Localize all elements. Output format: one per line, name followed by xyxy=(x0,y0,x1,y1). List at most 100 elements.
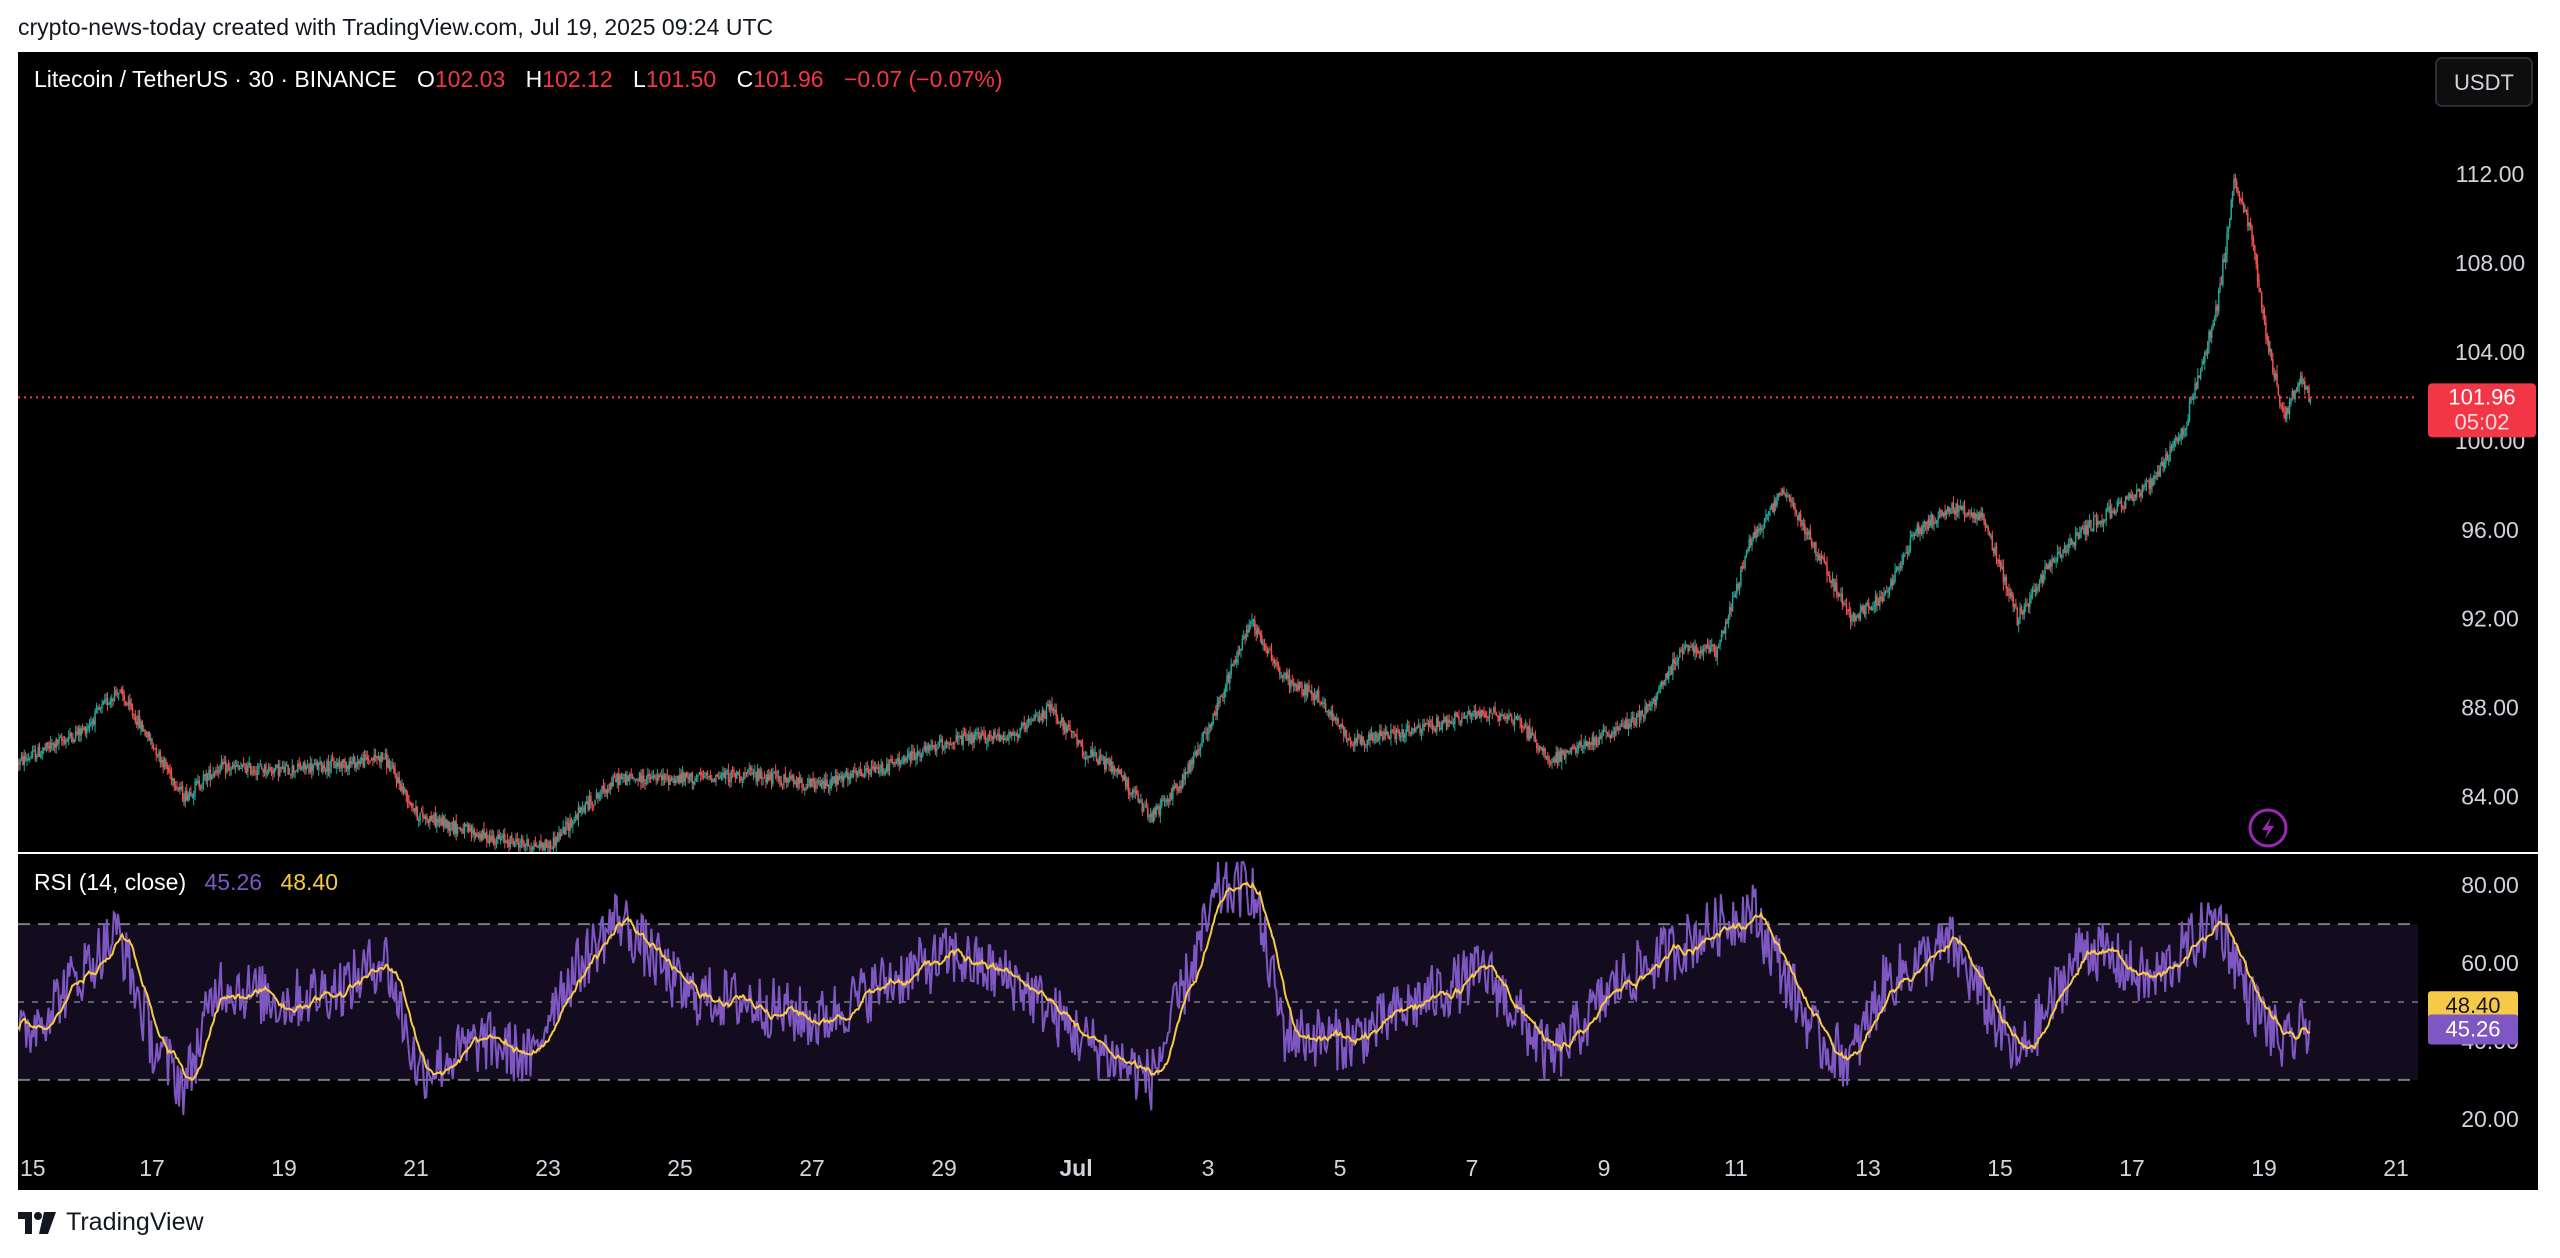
candle-down xyxy=(770,768,773,790)
candle-down xyxy=(1173,779,1175,792)
candle-down xyxy=(1295,683,1298,692)
candle-up xyxy=(852,767,855,779)
candle-down xyxy=(2095,512,2098,533)
candle-up xyxy=(515,833,517,848)
low-label: L xyxy=(633,66,646,92)
candle-up xyxy=(1084,750,1087,767)
candle-up xyxy=(797,777,799,791)
candle-up xyxy=(720,772,723,781)
candle-up xyxy=(2184,427,2187,438)
candle-down xyxy=(183,793,185,807)
candle-up xyxy=(1309,690,1312,694)
candle-down xyxy=(615,773,617,783)
candle-up xyxy=(629,772,631,786)
candle-down xyxy=(1867,597,1870,615)
candle-up xyxy=(815,777,817,794)
candle-up xyxy=(1252,618,1255,628)
candle-down xyxy=(859,762,862,776)
candle-down xyxy=(2279,394,2281,409)
candle-down xyxy=(733,767,735,777)
candle-down xyxy=(2284,405,2287,422)
candle-up xyxy=(2288,397,2291,420)
candle-down xyxy=(984,730,987,744)
candle-down xyxy=(145,730,148,738)
candle-up xyxy=(1441,720,1444,733)
chart-frame[interactable]: 116.00112.00108.00104.00100.0096.0092.00… xyxy=(18,52,2538,1190)
price-axis[interactable]: 116.00112.00108.00104.00100.0096.0092.00… xyxy=(2455,72,2525,809)
candle-down xyxy=(1863,605,1866,618)
candle-up xyxy=(1444,716,1446,723)
candle-down xyxy=(2223,252,2225,263)
time-axis[interactable]: 15 17 19 21 23 25 27 29 Jul 3 5 7 9 11 13 15 17 19 21 xyxy=(20,1155,2409,1181)
candle-up xyxy=(1152,807,1155,824)
candle-up xyxy=(2192,392,2195,405)
candle-up xyxy=(87,723,89,732)
candle-down xyxy=(405,788,407,803)
candle-up xyxy=(1912,531,1914,541)
candle-down xyxy=(2131,491,2134,502)
candle-up xyxy=(1433,725,1435,733)
candle-up xyxy=(1834,578,1837,592)
candle-down xyxy=(1806,527,1809,540)
candle-up xyxy=(829,779,831,796)
candle-up xyxy=(204,773,206,781)
candle-up xyxy=(1101,753,1103,762)
candle-up xyxy=(992,729,995,744)
candle-down xyxy=(2237,186,2239,197)
candle-up xyxy=(533,840,535,852)
rsi-pane[interactable]: RSI (14, close) 45.26 48.40 xyxy=(18,860,2418,1116)
candle-down xyxy=(1352,741,1355,752)
candle-up xyxy=(451,821,453,831)
candle-up xyxy=(1763,517,1766,529)
footer-brand[interactable]: TradingView xyxy=(66,1208,204,1236)
currency-button[interactable]: USDT xyxy=(2435,57,2533,107)
candle-down xyxy=(2308,384,2310,403)
candle-up xyxy=(999,733,1002,742)
candle-up xyxy=(726,768,728,775)
candle-down xyxy=(666,768,669,782)
candle-up xyxy=(1627,718,1630,737)
candle-up xyxy=(1374,731,1377,744)
candle-up xyxy=(908,746,910,760)
candle-up xyxy=(2269,341,2271,357)
candle-down xyxy=(1790,494,1792,508)
chart-canvas[interactable]: 116.00112.00108.00104.00100.0096.0092.00… xyxy=(18,52,2538,1190)
candle-down xyxy=(316,759,319,771)
price-pane[interactable] xyxy=(18,173,2418,856)
candle-down xyxy=(299,761,302,772)
lightning-icon[interactable] xyxy=(2248,808,2288,848)
candle-down xyxy=(604,782,606,798)
candle-down xyxy=(790,769,792,782)
candle-down xyxy=(2022,609,2024,620)
candle-up xyxy=(856,770,859,779)
candle-down xyxy=(1247,623,1249,638)
candle-down xyxy=(1623,720,1625,729)
candle-up xyxy=(59,734,62,739)
candle-up xyxy=(1542,745,1545,758)
candle-up xyxy=(2183,424,2185,439)
candle-down xyxy=(2265,315,2267,345)
candle-up xyxy=(95,702,98,714)
candle-down xyxy=(1254,615,1256,637)
candle-up xyxy=(284,762,287,777)
candle-up xyxy=(1294,682,1296,692)
candle-down xyxy=(637,777,639,787)
candle-up xyxy=(2286,406,2288,423)
candle-up xyxy=(1354,733,1356,753)
candle-down xyxy=(894,758,896,768)
candle-up xyxy=(1919,526,1921,542)
candle-up xyxy=(584,801,587,815)
tradingview-logo-icon[interactable] xyxy=(18,1211,56,1234)
candle-up xyxy=(1722,630,1724,637)
candle-down xyxy=(1261,629,1263,646)
last-price-value: 101.96 xyxy=(2448,384,2515,409)
candle-up xyxy=(2133,494,2135,506)
candle-down xyxy=(1809,524,1812,541)
candle-down xyxy=(1259,630,1262,643)
candle-down xyxy=(1608,729,1610,738)
candle-up xyxy=(1551,758,1553,770)
candle-up xyxy=(676,775,678,784)
candle-down xyxy=(1823,552,1825,564)
candle-down xyxy=(349,756,352,768)
candle-up xyxy=(306,759,309,769)
